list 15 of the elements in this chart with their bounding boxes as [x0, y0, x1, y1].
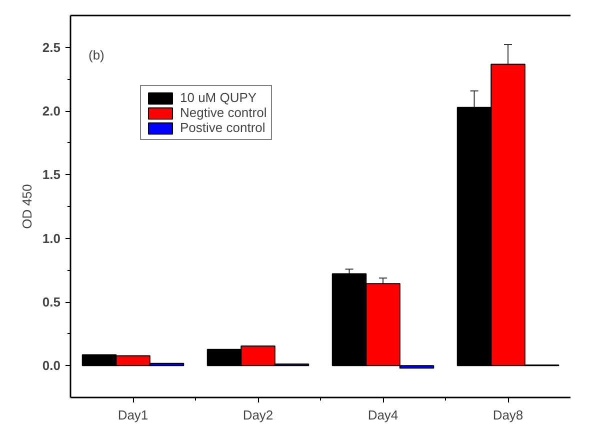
legend-label: Negtive control — [180, 105, 267, 120]
y-tick-label: 0.5 — [42, 294, 61, 310]
y-tick-label: 2.0 — [42, 104, 61, 118]
legend-label: 10 uM QUPY — [180, 90, 257, 105]
x-tick-label: Day8 — [492, 408, 524, 422]
y-tick-label: 1.5 — [42, 167, 61, 182]
legend-label: Postive control — [180, 120, 266, 135]
annotation: (b) — [88, 48, 104, 62]
y-tick-label: 0.0 — [42, 358, 61, 374]
x-tick-label: Day4 — [368, 408, 398, 422]
y-axis-title: OD 450 — [19, 184, 34, 229]
y-tick-label: 2.5 — [42, 40, 61, 55]
x-tick-label: Day2 — [242, 408, 274, 422]
y-tick-label: 1.0 — [42, 230, 61, 246]
x-tick-label: Day1 — [118, 408, 148, 422]
